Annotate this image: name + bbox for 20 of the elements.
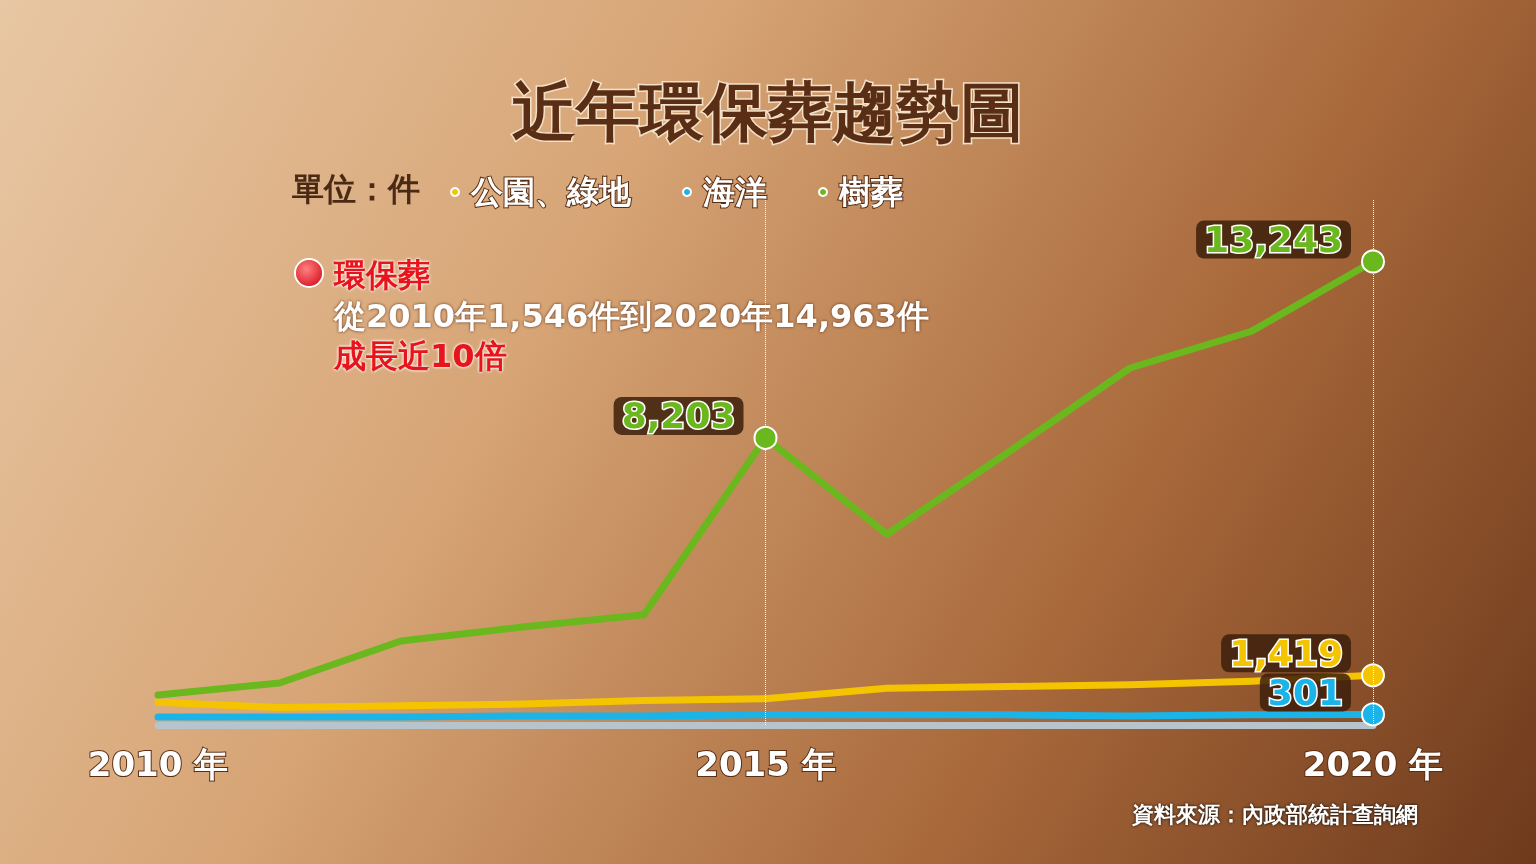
data-label: 8,203 (621, 395, 736, 437)
data-label: 13,243 (1204, 218, 1343, 260)
point (1361, 702, 1385, 727)
data-label: 1,419 (1229, 632, 1343, 674)
annotation: 環保葬 (334, 255, 430, 296)
source-note: 資料來源：內政部統計查詢網 (1132, 801, 1418, 829)
legend-title: 單位：件 (292, 169, 420, 210)
annotation: 成長近10倍 (334, 336, 507, 377)
legend-label: 公園、綠地 (470, 173, 632, 211)
x-tick-label: 2010 年 (87, 744, 229, 784)
chart-title: 近年環保葬趨勢圖 (512, 75, 1024, 149)
point (753, 425, 778, 450)
x-tick-label: 2015 年 (695, 744, 836, 784)
point (1361, 249, 1385, 274)
x-tick-label: 2020 年 (1302, 744, 1444, 784)
data-label: 301 (1267, 671, 1343, 713)
point (1361, 663, 1385, 688)
legend-label: 樹葬 (838, 173, 903, 211)
legend-label: 海洋 (702, 173, 767, 211)
annotation: 從2010年1,546件到2020年14,963件 (334, 297, 929, 335)
